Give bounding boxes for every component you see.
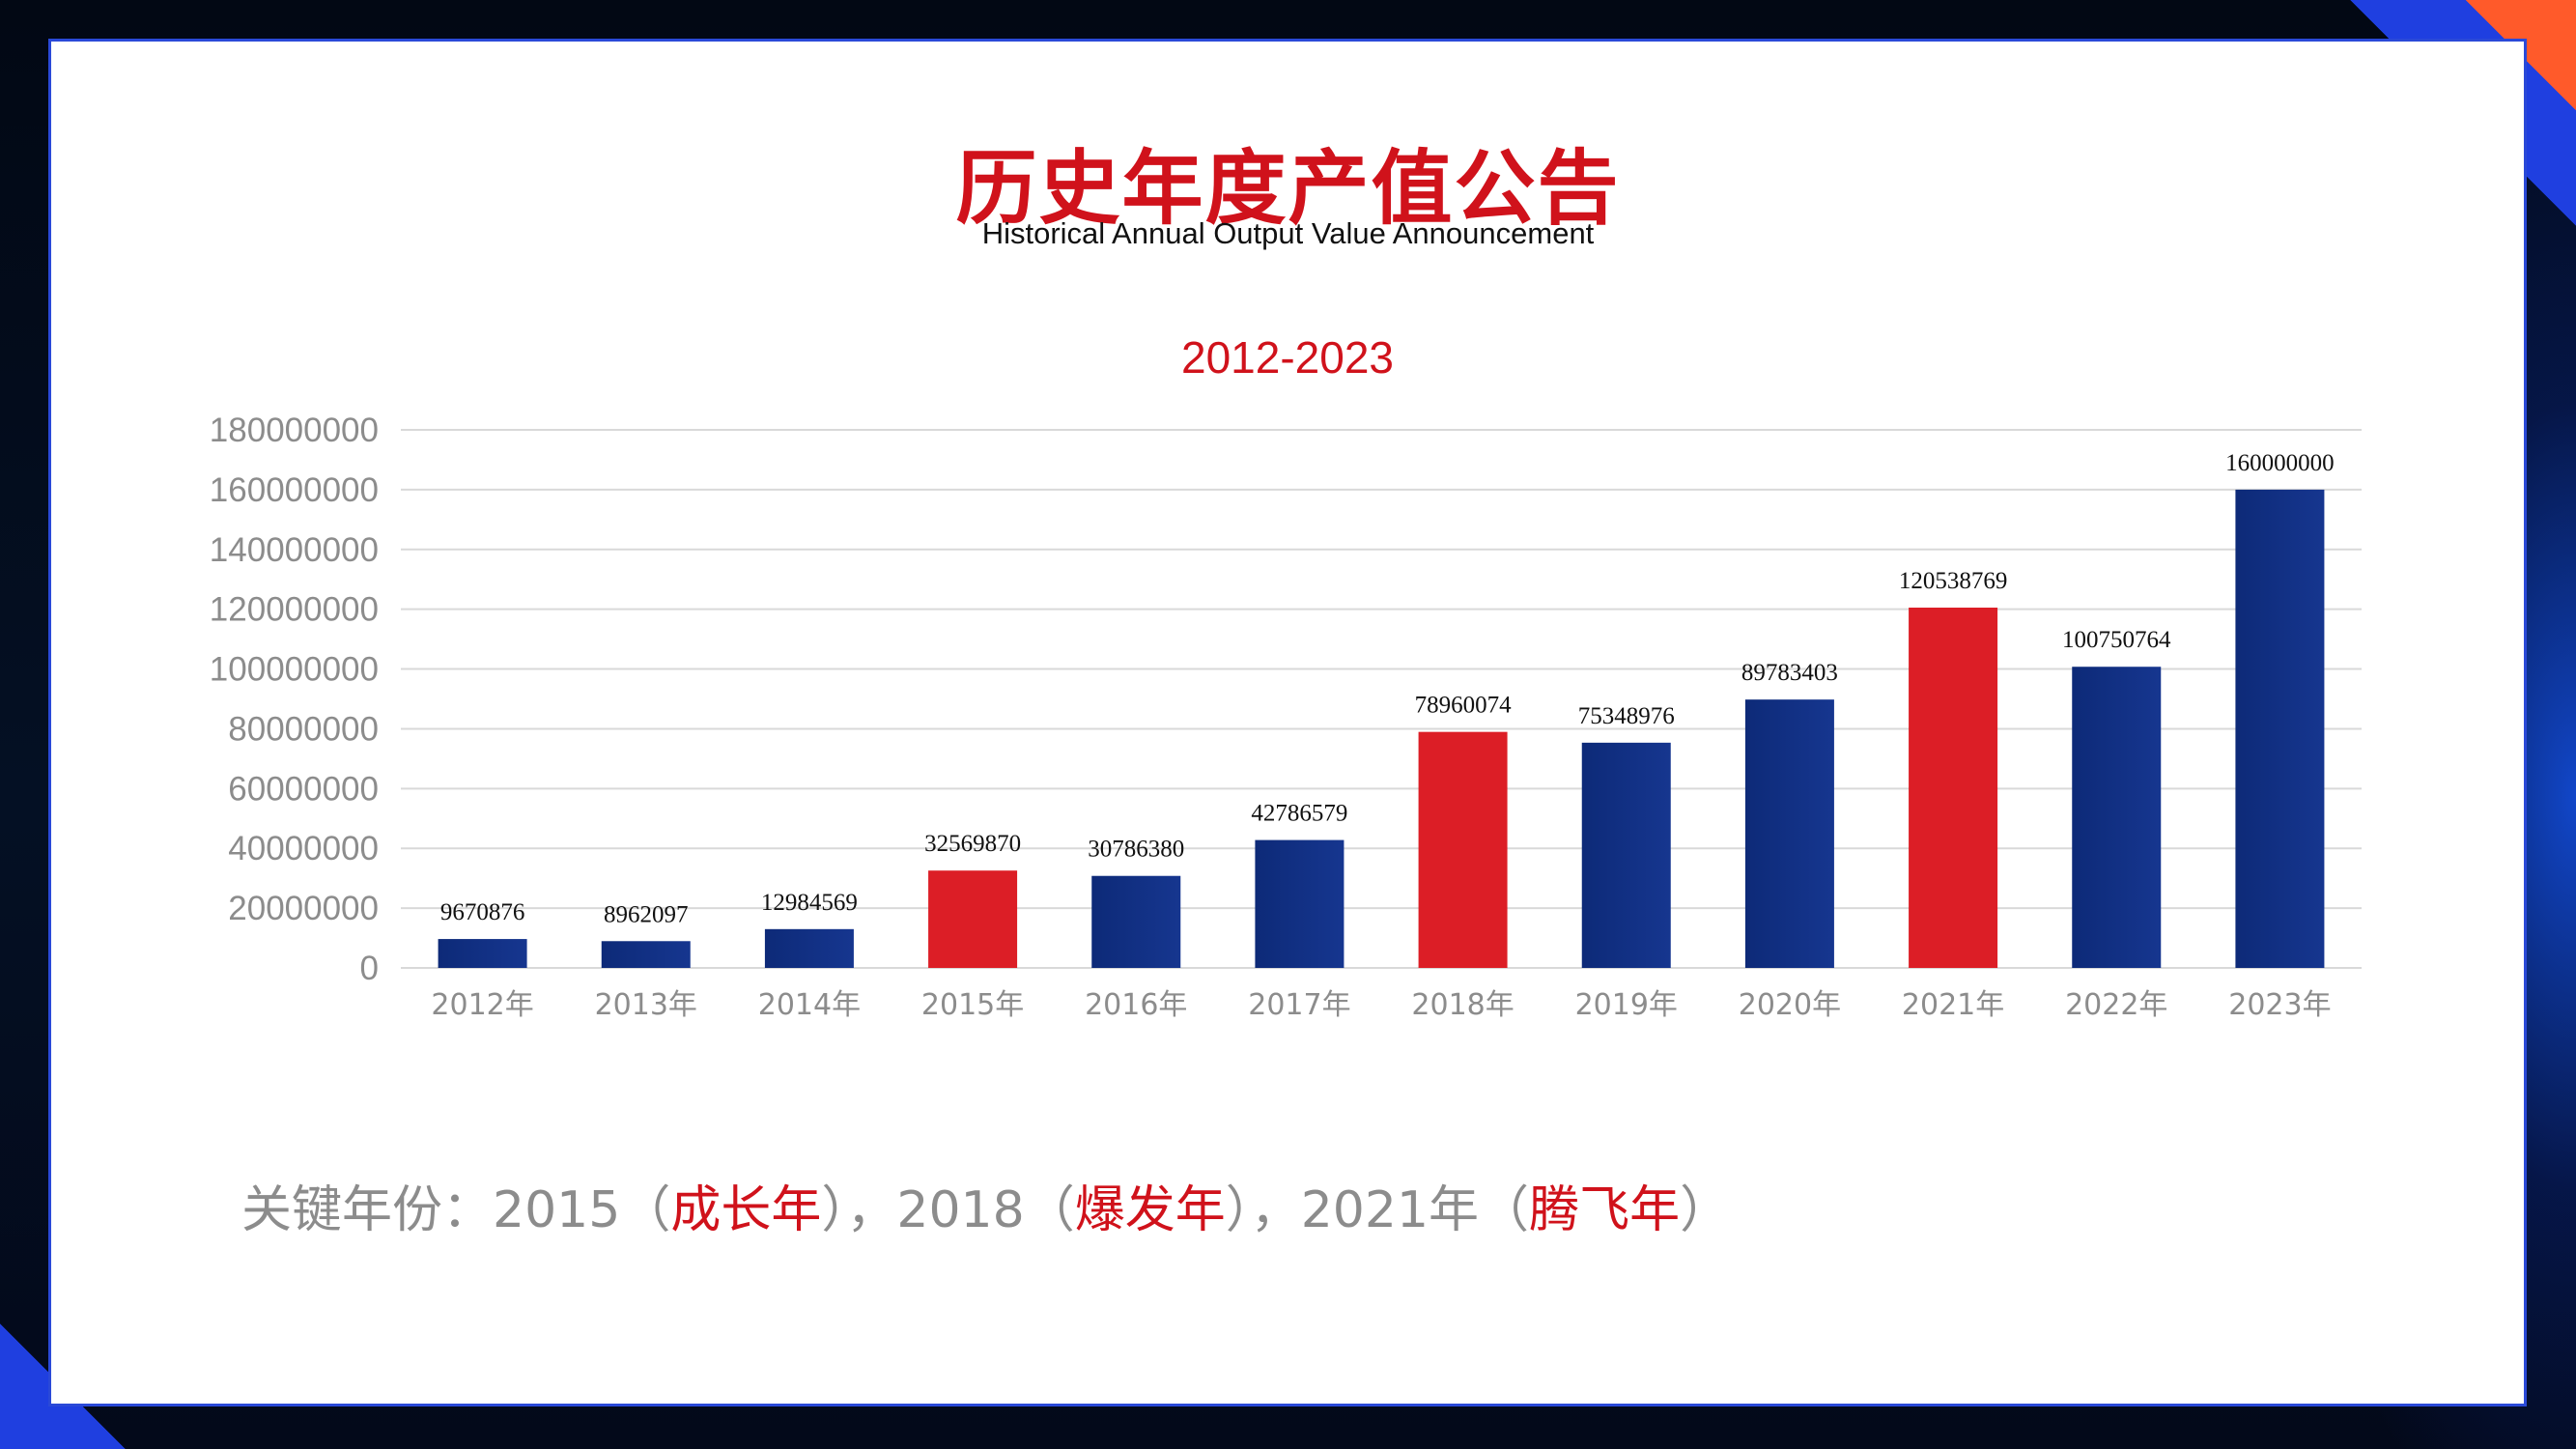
y-tick-label: 140000000 (210, 531, 379, 569)
data-labels: 9670876 8962097 12984569 32569870 30786380 42… (440, 450, 2335, 927)
bar-2018年 (1418, 731, 1508, 968)
x-tick-label: 2022年 (2065, 988, 2167, 1022)
y-tick-label: 80000000 (228, 710, 379, 748)
bar-2013年 (601, 941, 691, 968)
bar-2021年 (1909, 607, 1998, 968)
data-label: 30786380 (1088, 837, 1184, 863)
key-years-note: 关键年份：2015（成长年），2018（爆发年），2021年（腾飞年） (241, 1169, 1730, 1241)
bar-2020年 (1744, 699, 1834, 968)
data-label: 160000000 (2225, 450, 2335, 476)
y-tick-label: 40000000 (228, 830, 379, 867)
data-label: 89783403 (1741, 660, 1838, 686)
gridlines (401, 429, 2362, 969)
data-label: 75348976 (1578, 703, 1675, 729)
page-title: 历史年度产值公告 (955, 141, 1621, 236)
y-tick-label: 160000000 (210, 471, 379, 509)
key-years-prefix: 关键年份：2015（ (241, 1181, 671, 1239)
data-label: 12984569 (761, 890, 858, 916)
y-tick-label: 60000000 (228, 770, 379, 808)
bars (438, 489, 2325, 968)
key-years-suffix: ） (1680, 1181, 1731, 1239)
y-tick-label: 20000000 (228, 890, 379, 927)
x-tick-label: 2023年 (2228, 988, 2331, 1022)
x-tick-label: 2020年 (1739, 988, 1841, 1022)
x-tick-label: 2016年 (1085, 988, 1187, 1022)
x-axis-ticks: 2012年 2013年 2014年 2015年 2016年 2017年 2018年 2019年… (431, 988, 2331, 1022)
bar-2019年 (1581, 742, 1671, 968)
x-tick-label: 2013年 (595, 988, 697, 1022)
data-label: 78960074 (1415, 693, 1513, 719)
key-years-sep1: ），2018（ (821, 1181, 1075, 1239)
bar-2022年 (2072, 667, 2162, 968)
y-tick-label: 120000000 (210, 591, 379, 629)
chart-title: 2012-2023 (1181, 332, 1394, 383)
key-years-sep2: ），2021年（ (1225, 1181, 1530, 1239)
x-tick-label: 2012年 (431, 988, 533, 1022)
data-label: 120538769 (1899, 568, 2008, 594)
key-year-2018-label: 爆发年 (1074, 1181, 1226, 1239)
y-tick-label: 180000000 (210, 412, 379, 449)
data-label: 42786579 (1251, 801, 1347, 827)
y-tick-label: 100000000 (210, 651, 379, 689)
x-tick-label: 2015年 (921, 988, 1024, 1022)
data-label: 9670876 (440, 899, 525, 925)
bar-2017年 (1255, 839, 1345, 968)
bar-2023年 (2235, 489, 2325, 968)
key-year-2015-label: 成长年 (670, 1181, 822, 1239)
x-tick-label: 2021年 (1902, 988, 2004, 1022)
x-tick-label: 2014年 (758, 988, 861, 1022)
data-label: 8962097 (604, 901, 689, 927)
data-label: 100750764 (2062, 627, 2171, 653)
key-year-2021-label: 腾飞年 (1529, 1181, 1681, 1239)
bar-2012年 (438, 939, 527, 968)
y-axis-ticks: 0 20000000 40000000 60000000 80000000 1000000… (210, 412, 379, 987)
y-tick-label: 0 (360, 950, 379, 987)
data-label: 32569870 (924, 831, 1021, 857)
x-tick-label: 2018年 (1411, 988, 1514, 1022)
page-subtitle: Historical Annual Output Value Announcem… (981, 216, 1595, 250)
bar-2015年 (928, 870, 1018, 968)
bar-2014年 (764, 928, 854, 968)
bar-2016年 (1091, 875, 1181, 968)
x-tick-label: 2019年 (1575, 988, 1678, 1022)
x-tick-label: 2017年 (1248, 988, 1350, 1022)
